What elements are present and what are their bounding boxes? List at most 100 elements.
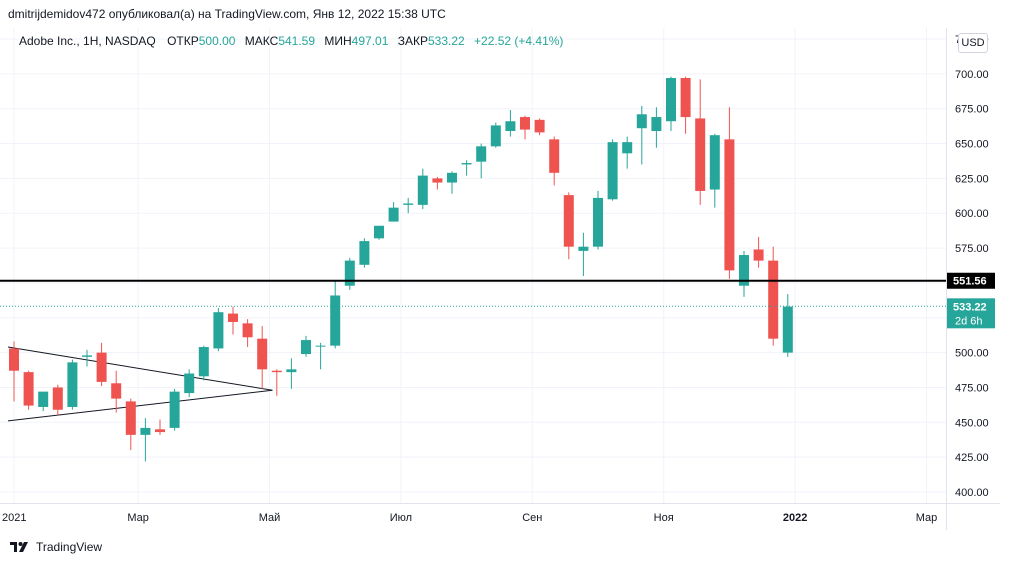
candle[interactable] bbox=[242, 319, 253, 348]
candle[interactable] bbox=[155, 419, 165, 435]
candle-body bbox=[301, 340, 311, 355]
candle[interactable] bbox=[768, 246, 779, 346]
candle-body bbox=[490, 125, 501, 147]
tradingview-logo-icon bbox=[10, 542, 28, 552]
legend-low-value: 497.01 bbox=[351, 34, 389, 48]
candles-series[interactable] bbox=[9, 76, 793, 462]
candle[interactable] bbox=[388, 202, 399, 222]
price-lines[interactable] bbox=[0, 279, 946, 307]
time-tick-label: Мар bbox=[916, 512, 938, 524]
candle[interactable] bbox=[228, 306, 238, 335]
candle[interactable] bbox=[709, 133, 720, 208]
candle[interactable] bbox=[271, 369, 282, 396]
footer-brand[interactable]: TradingView bbox=[10, 540, 102, 554]
candle[interactable] bbox=[461, 160, 472, 176]
candle-body bbox=[242, 323, 253, 338]
candle-body bbox=[549, 139, 560, 173]
triangle-pattern[interactable] bbox=[7, 346, 273, 422]
candle[interactable] bbox=[301, 335, 311, 357]
candle[interactable] bbox=[607, 139, 618, 201]
candle[interactable] bbox=[534, 118, 545, 136]
candle[interactable] bbox=[111, 370, 122, 413]
candle[interactable] bbox=[520, 115, 530, 140]
candle[interactable] bbox=[753, 236, 764, 268]
candle-body bbox=[578, 246, 589, 251]
candle-body bbox=[724, 139, 735, 271]
price-tick-label: 650.00 bbox=[955, 139, 989, 151]
candle[interactable] bbox=[447, 171, 457, 194]
candle[interactable] bbox=[490, 122, 501, 148]
candle[interactable] bbox=[417, 168, 428, 210]
candle[interactable] bbox=[636, 105, 647, 165]
candle-body bbox=[417, 175, 428, 205]
candle[interactable] bbox=[403, 197, 414, 214]
candle[interactable] bbox=[680, 76, 691, 134]
candle[interactable] bbox=[563, 192, 574, 260]
candle-body bbox=[9, 348, 19, 371]
candle[interactable] bbox=[739, 250, 749, 297]
candle-body bbox=[184, 373, 195, 394]
level-price-tag[interactable] bbox=[947, 272, 995, 289]
candle-body bbox=[198, 347, 209, 377]
candle[interactable] bbox=[38, 391, 49, 412]
last-price-tag[interactable] bbox=[947, 298, 995, 329]
candle[interactable] bbox=[476, 143, 487, 179]
candle[interactable] bbox=[549, 136, 560, 186]
price-tick-label: 625.00 bbox=[955, 173, 989, 185]
candle-body bbox=[666, 78, 676, 122]
candle[interactable] bbox=[724, 107, 735, 279]
candle-body bbox=[782, 306, 793, 353]
legend-symbol[interactable]: Adobe Inc., 1Н, NASDAQ bbox=[19, 34, 156, 48]
candle[interactable] bbox=[622, 136, 633, 169]
candle[interactable] bbox=[651, 107, 662, 148]
candle[interactable] bbox=[23, 370, 34, 410]
level-price-label: 551.56 bbox=[953, 276, 987, 288]
candle[interactable] bbox=[593, 190, 603, 250]
candle[interactable] bbox=[578, 232, 589, 276]
candle[interactable] bbox=[782, 294, 793, 357]
candle-body bbox=[593, 197, 603, 247]
candle-body bbox=[315, 345, 326, 347]
time-axis[interactable]: 2021 Мар Май Июл Сен Ноя 2022 Мар bbox=[2, 512, 937, 524]
candle-body bbox=[403, 203, 414, 205]
candle[interactable] bbox=[344, 257, 355, 290]
candle[interactable] bbox=[140, 418, 151, 462]
candle-body bbox=[636, 114, 647, 129]
candle-body bbox=[271, 370, 282, 373]
candle[interactable] bbox=[257, 326, 268, 389]
candle[interactable] bbox=[9, 341, 19, 402]
price-axis[interactable]: 400.00425.00450.00475.00500.00525.00550.… bbox=[947, 34, 995, 499]
candle[interactable] bbox=[125, 398, 136, 451]
candle-body bbox=[228, 313, 238, 322]
triangle-lower-line[interactable] bbox=[7, 389, 273, 422]
legend-open-value: 500.00 bbox=[198, 34, 236, 48]
triangle-upper-line[interactable] bbox=[7, 346, 273, 391]
candle[interactable] bbox=[432, 176, 443, 190]
candle-body bbox=[739, 255, 749, 286]
candle-body bbox=[768, 260, 779, 339]
publish-header: dmitrijdemidov472 опубликовал(а) на Trad… bbox=[8, 7, 446, 21]
candle[interactable] bbox=[198, 345, 209, 381]
candle[interactable] bbox=[213, 308, 224, 352]
candle[interactable] bbox=[169, 388, 180, 431]
price-tick-label: 450.00 bbox=[955, 417, 989, 429]
candle[interactable] bbox=[96, 342, 107, 387]
candle[interactable] bbox=[695, 79, 706, 205]
candle[interactable] bbox=[666, 76, 676, 131]
candle-body bbox=[447, 172, 457, 183]
candle[interactable] bbox=[359, 238, 370, 268]
currency-button[interactable]: USD bbox=[958, 33, 988, 53]
candle[interactable] bbox=[184, 369, 195, 398]
candle[interactable] bbox=[315, 342, 326, 370]
candle-body bbox=[359, 241, 370, 265]
candle[interactable] bbox=[505, 110, 516, 137]
candle[interactable] bbox=[52, 384, 63, 416]
candle[interactable] bbox=[82, 349, 92, 367]
candle[interactable] bbox=[330, 280, 341, 349]
candle[interactable] bbox=[374, 225, 384, 240]
candle[interactable] bbox=[286, 358, 297, 389]
candle[interactable] bbox=[67, 359, 78, 410]
legend-high-label: МАКС bbox=[244, 34, 279, 48]
time-tick-label: Сен bbox=[522, 512, 542, 524]
